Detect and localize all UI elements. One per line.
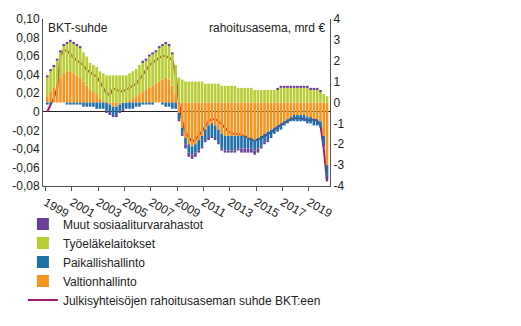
svg-text:Muut sosiaaliturvarahastot: Muut sosiaaliturvarahastot xyxy=(63,218,204,232)
svg-text:2017: 2017 xyxy=(278,195,308,221)
svg-text:-1: -1 xyxy=(333,117,344,131)
svg-text:-0,06: -0,06 xyxy=(12,161,40,175)
svg-text:2009: 2009 xyxy=(172,195,203,221)
svg-text:2001: 2001 xyxy=(67,195,98,221)
svg-text:-0,04: -0,04 xyxy=(12,142,40,156)
svg-text:2015: 2015 xyxy=(252,195,282,221)
svg-text:0: 0 xyxy=(333,96,340,110)
svg-text:1999: 1999 xyxy=(41,195,72,221)
svg-text:0,08: 0,08 xyxy=(16,31,40,45)
svg-text:-0,08: -0,08 xyxy=(12,179,40,193)
svg-text:3: 3 xyxy=(333,33,340,47)
svg-text:Julkisyhteisöjen rahoitusasema: Julkisyhteisöjen rahoitusaseman suhde BK… xyxy=(63,294,320,308)
svg-text:0,10: 0,10 xyxy=(16,12,40,26)
svg-text:-0,02: -0,02 xyxy=(12,124,40,138)
svg-text:-3: -3 xyxy=(333,158,344,172)
svg-text:1: 1 xyxy=(333,75,340,89)
svg-text:Valtionhallinto: Valtionhallinto xyxy=(63,275,137,289)
svg-text:Paikallishallinto: Paikallishallinto xyxy=(63,256,145,270)
svg-text:4: 4 xyxy=(333,12,340,26)
svg-text:BKT-suhde: BKT-suhde xyxy=(48,21,108,35)
svg-text:-2: -2 xyxy=(333,137,344,151)
svg-text:0,02: 0,02 xyxy=(16,86,40,100)
svg-text:rahoitusasema, mrd €: rahoitusasema, mrd € xyxy=(209,21,325,35)
svg-text:0: 0 xyxy=(33,105,40,119)
svg-text:-4: -4 xyxy=(333,179,344,193)
svg-text:2007: 2007 xyxy=(146,195,177,221)
svg-text:2013: 2013 xyxy=(225,195,255,221)
svg-text:0,06: 0,06 xyxy=(16,49,40,63)
svg-text:2011: 2011 xyxy=(199,195,229,220)
svg-text:Työeläkelaitokset: Työeläkelaitokset xyxy=(63,237,156,251)
svg-text:2005: 2005 xyxy=(120,195,151,221)
svg-text:0,04: 0,04 xyxy=(16,68,40,82)
svg-text:2003: 2003 xyxy=(93,195,124,221)
svg-text:2: 2 xyxy=(333,54,340,68)
svg-text:2019: 2019 xyxy=(304,195,334,221)
